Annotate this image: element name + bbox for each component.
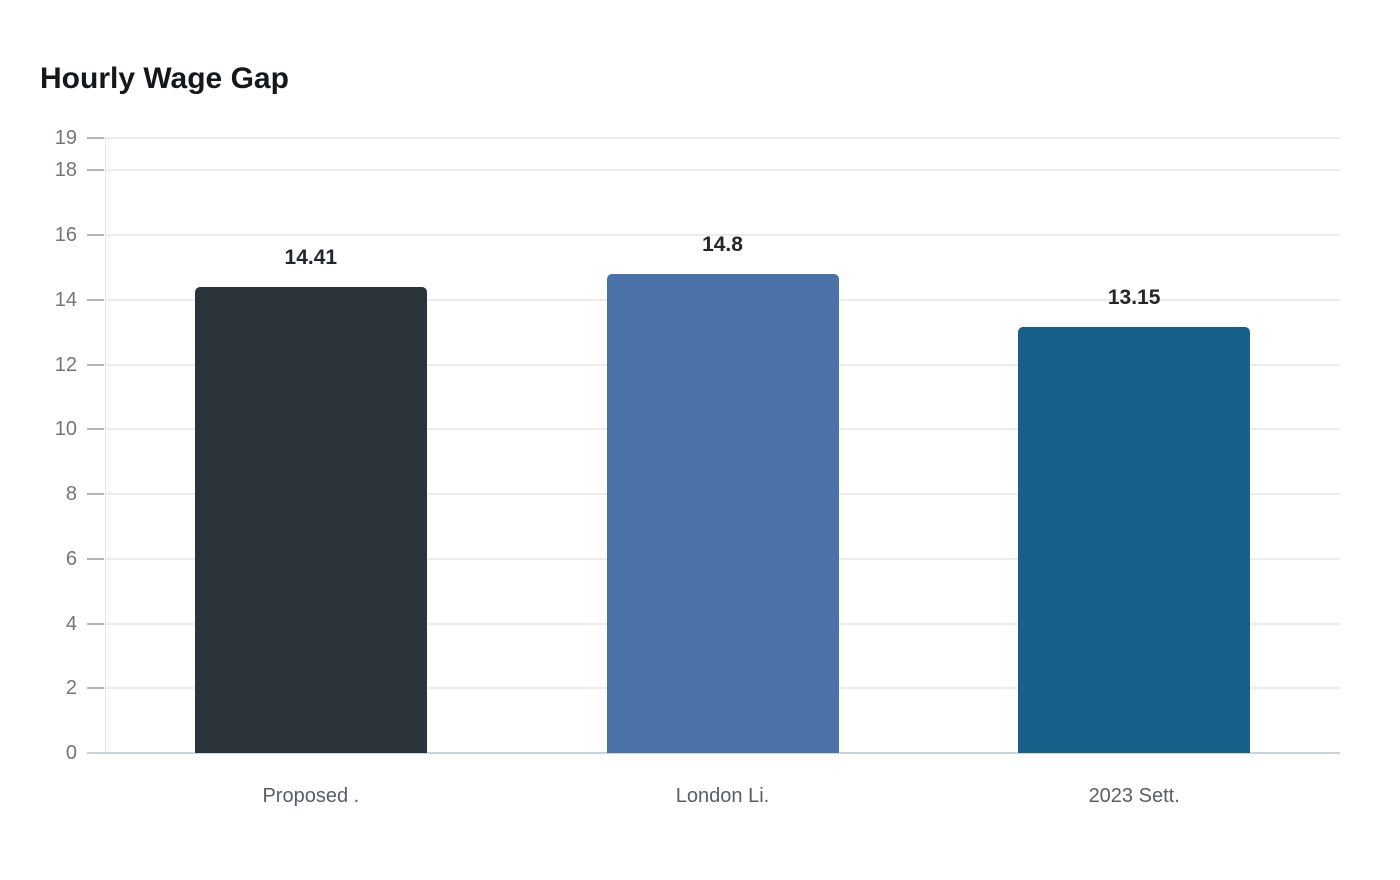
y-axis-tick-mark — [87, 137, 104, 139]
bar-value-label: 14.8 — [702, 232, 743, 256]
bar-2023-sett[interactable] — [1018, 327, 1251, 753]
y-axis-tick-label: 12 — [54, 353, 77, 376]
x-axis-category-label: 2023 Sett. — [1088, 785, 1180, 807]
y-axis-tick-label: 14 — [54, 288, 77, 311]
y-axis-tick-label: 10 — [54, 418, 77, 441]
y-axis-tick-mark — [87, 169, 104, 172]
y-axis-tick-label: 2 — [65, 677, 77, 700]
y-axis-tick-mark — [87, 428, 104, 431]
x-axis-category-label: London Li. — [675, 785, 770, 807]
bar-value-label: 14.41 — [284, 245, 338, 269]
y-axis-tick-mark — [87, 234, 104, 237]
y-axis-tick-mark — [87, 622, 104, 625]
y-axis-tick-label: 8 — [65, 483, 77, 506]
y-axis-tick-label: 16 — [54, 224, 77, 247]
y-axis-tick-mark — [87, 687, 104, 690]
y-axis-tick-mark — [87, 557, 104, 560]
x-axis-category-label: Proposed . — [262, 785, 360, 807]
y-axis-tick-label: 18 — [54, 159, 77, 182]
y-axis-tick-label: 19 — [54, 127, 77, 149]
gridline — [105, 169, 1340, 172]
chart-title: Hourly Wage Gap — [40, 62, 289, 95]
bar-london-li[interactable] — [606, 273, 839, 753]
y-axis-tick-label: 4 — [65, 612, 77, 635]
y-axis-tick-label: 0 — [65, 742, 77, 764]
y-axis-tick-mark — [87, 298, 104, 301]
gridline — [105, 137, 1340, 139]
y-axis-tick-mark — [87, 493, 104, 496]
y-axis-tick-label: 6 — [65, 547, 77, 570]
gridline — [105, 234, 1340, 237]
y-axis-line — [105, 138, 106, 753]
y-axis-tick-mark — [87, 363, 104, 366]
x-axis-line — [87, 752, 1340, 754]
bar-proposed[interactable] — [194, 286, 427, 753]
bar-value-label: 13.15 — [1107, 286, 1161, 310]
